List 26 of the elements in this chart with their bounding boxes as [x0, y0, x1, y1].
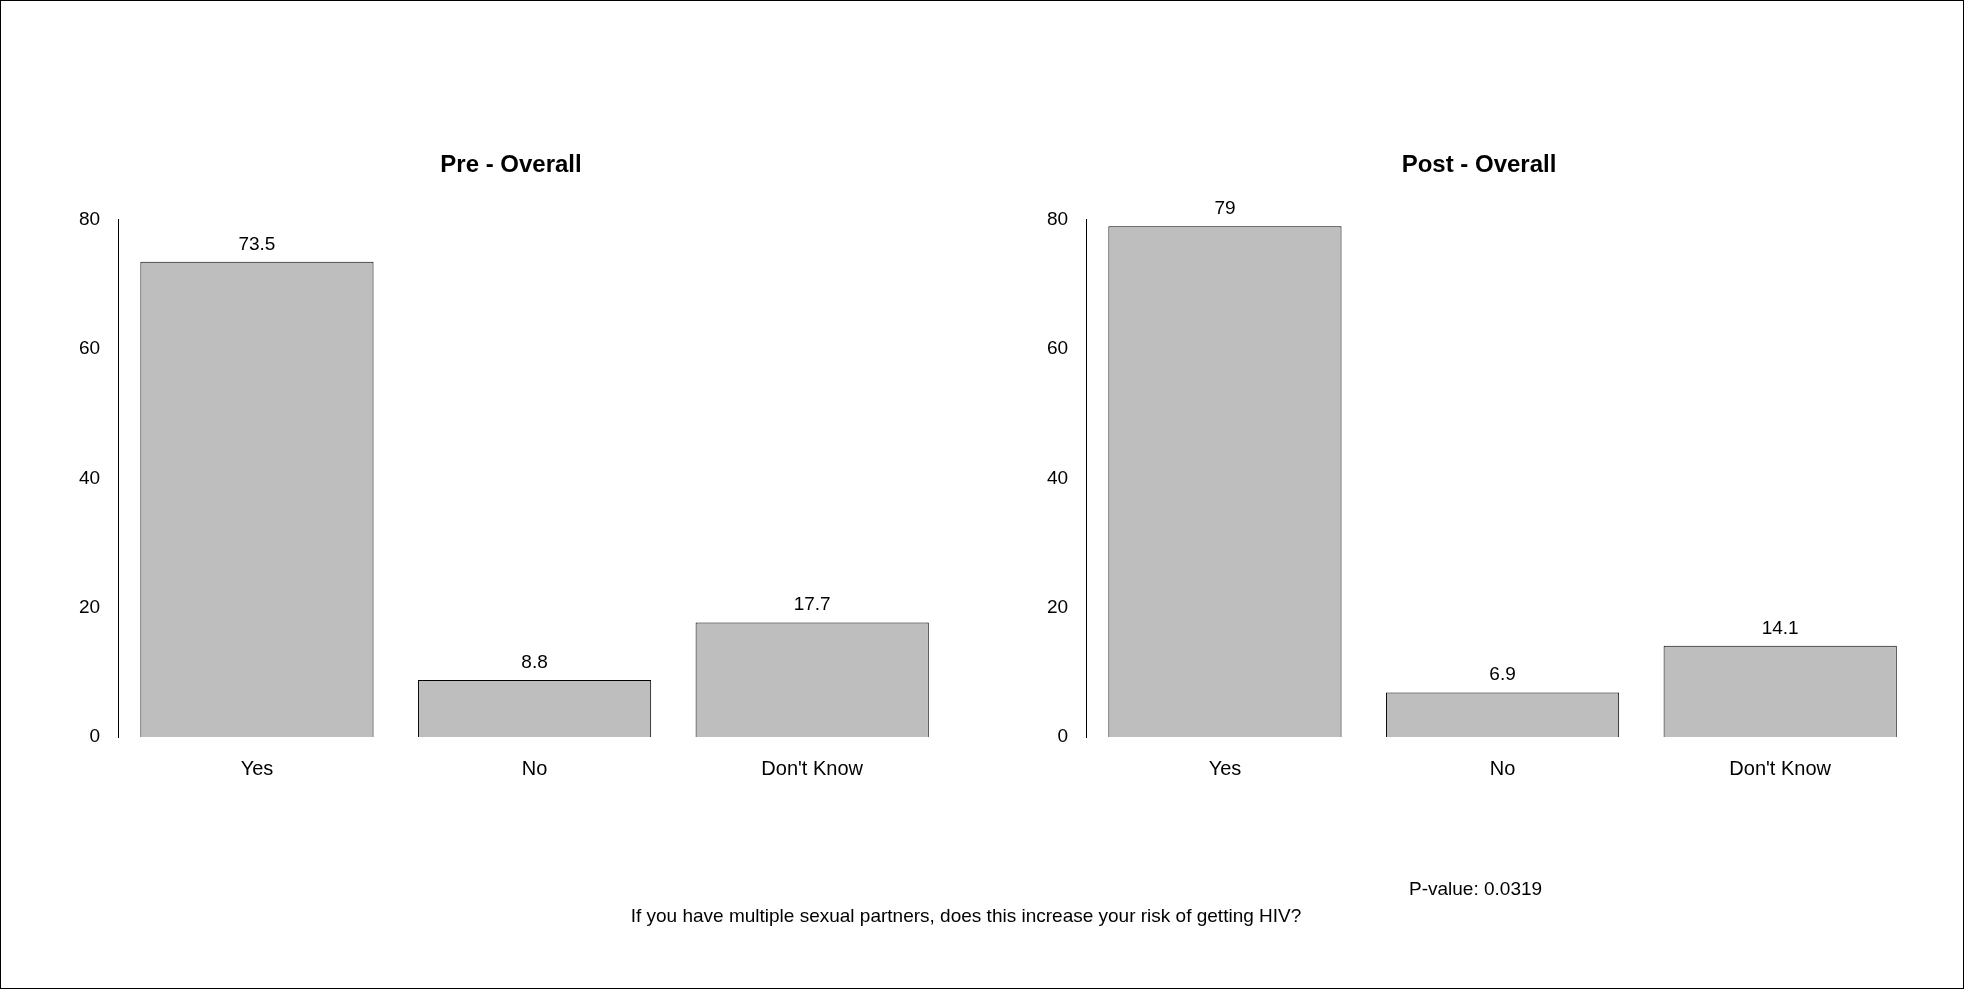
y-tick-label: 60: [78, 337, 101, 359]
y-tick-label: 80: [78, 208, 101, 230]
x-tick-label: Don't Know: [1729, 756, 1832, 779]
data-label: 73.5: [238, 232, 276, 254]
y-tick-label: 0: [1057, 725, 1069, 747]
text: If you have multiple sexual partners, does this increase your risk of getting HIV?: [629, 905, 1303, 927]
data-label: 6.9: [1489, 663, 1516, 685]
y-tick-label: 40: [1046, 466, 1069, 488]
y-tick-label: 20: [78, 595, 101, 617]
y-tick-label: 60: [1046, 337, 1069, 359]
data-label: 14.1: [1761, 616, 1799, 638]
data-label: 79: [1214, 197, 1236, 218]
data-label: 17.7: [793, 593, 831, 615]
y-tick-label: 40: [78, 466, 101, 488]
data-label: 8.8: [521, 650, 548, 672]
text: P-value: 0.0319: [1409, 878, 1543, 900]
x-tick-label: Don't Know: [761, 756, 864, 779]
x-tick-label: No: [1489, 756, 1516, 779]
chart-title: Post - Overall: [1401, 150, 1557, 178]
chart-title: Pre - Overall: [440, 150, 582, 178]
y-tick-label: 0: [89, 725, 101, 747]
x-tick-label: Yes: [1208, 756, 1242, 779]
x-tick-label: No: [521, 756, 548, 779]
x-tick-label: Yes: [240, 756, 274, 779]
y-tick-label: 20: [1046, 595, 1069, 617]
y-tick-label: 80: [1046, 208, 1069, 230]
